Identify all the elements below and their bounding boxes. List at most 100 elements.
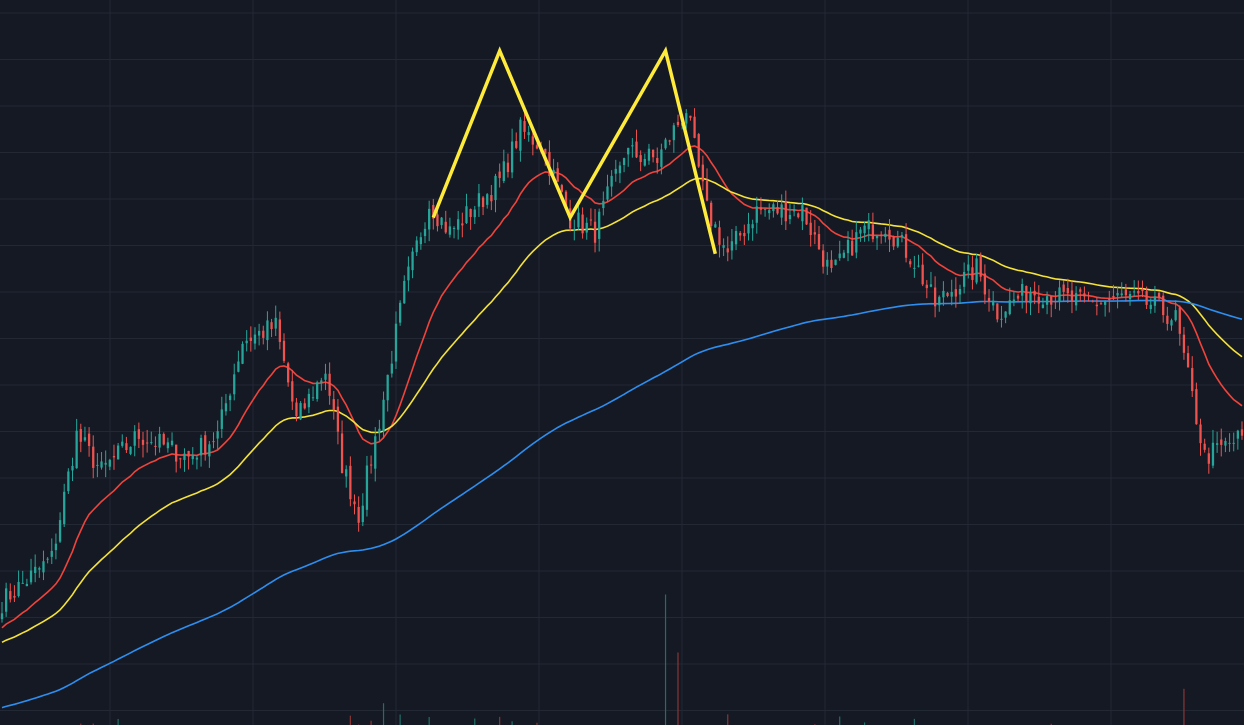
candle[interactable] [21, 570, 24, 584]
candle[interactable] [403, 275, 406, 304]
candle[interactable] [287, 361, 290, 387]
candle[interactable] [1195, 382, 1198, 425]
candle[interactable] [1083, 286, 1086, 303]
candle[interactable] [992, 291, 995, 311]
candle[interactable] [54, 533, 58, 560]
candle[interactable] [38, 566, 41, 578]
candle[interactable] [320, 377, 323, 391]
candle[interactable] [593, 208, 597, 253]
candle[interactable] [560, 183, 564, 193]
candle[interactable] [846, 231, 850, 262]
candle[interactable] [751, 219, 754, 241]
candle[interactable] [660, 143, 663, 175]
candle[interactable] [465, 193, 468, 225]
candle[interactable] [1162, 292, 1165, 323]
candle[interactable] [369, 455, 373, 474]
candle[interactable] [282, 333, 286, 363]
candle[interactable] [162, 432, 165, 446]
candle[interactable] [1166, 306, 1169, 331]
candle[interactable] [87, 427, 91, 457]
candle[interactable] [1099, 300, 1103, 305]
candle[interactable] [817, 225, 821, 251]
candle[interactable] [262, 325, 265, 345]
candle[interactable] [768, 203, 771, 220]
candle[interactable] [1228, 433, 1231, 452]
candle[interactable] [888, 219, 891, 253]
candle[interactable] [1220, 428, 1223, 457]
candle[interactable] [187, 450, 190, 470]
candle[interactable] [266, 311, 269, 351]
candle[interactable] [58, 512, 62, 543]
candle[interactable] [444, 210, 447, 234]
candle[interactable] [1186, 345, 1190, 368]
candle[interactable] [270, 318, 273, 338]
candle[interactable] [1137, 280, 1140, 300]
candle[interactable] [892, 235, 895, 250]
candle[interactable] [647, 143, 651, 165]
candle[interactable] [859, 226, 862, 242]
candle[interactable] [237, 350, 240, 373]
candle[interactable] [150, 431, 153, 445]
candle[interactable] [332, 390, 335, 420]
candle[interactable] [83, 426, 87, 442]
candle[interactable] [933, 276, 937, 318]
candle[interactable] [714, 221, 717, 228]
candle[interactable] [705, 168, 709, 202]
candle[interactable] [1091, 299, 1094, 303]
candle[interactable] [1157, 291, 1161, 302]
candle[interactable] [249, 326, 252, 352]
candle[interactable] [1240, 421, 1244, 440]
candle[interactable] [175, 444, 178, 473]
candle[interactable] [983, 264, 987, 305]
candle[interactable] [668, 139, 671, 146]
candle[interactable] [295, 397, 298, 422]
candle[interactable] [975, 253, 978, 285]
candle[interactable] [170, 432, 174, 447]
candle[interactable] [382, 391, 385, 439]
candle[interactable] [1145, 286, 1148, 310]
candle[interactable] [739, 230, 742, 241]
candle[interactable] [581, 207, 584, 239]
candle[interactable] [1124, 283, 1128, 302]
candle[interactable] [108, 458, 111, 471]
candle[interactable] [502, 149, 505, 184]
candle[interactable] [477, 184, 481, 217]
candle[interactable] [929, 271, 933, 288]
candle[interactable] [726, 236, 729, 262]
candle[interactable] [685, 109, 688, 129]
candle[interactable] [199, 434, 203, 467]
candle[interactable] [452, 226, 456, 239]
candle[interactable] [896, 230, 899, 249]
candle[interactable] [788, 204, 792, 225]
candle[interactable] [220, 396, 223, 438]
candle[interactable] [129, 446, 132, 456]
candle[interactable] [1149, 298, 1152, 314]
candle[interactable] [179, 457, 182, 469]
candle[interactable] [461, 212, 464, 238]
candle[interactable] [1120, 282, 1123, 298]
candle[interactable] [1133, 280, 1136, 297]
candle[interactable] [1050, 296, 1053, 318]
candle[interactable] [42, 550, 45, 581]
candle[interactable] [867, 212, 870, 242]
candle[interactable] [759, 197, 763, 215]
candle[interactable] [1095, 297, 1098, 316]
candle[interactable] [1104, 300, 1107, 317]
candle[interactable] [191, 447, 194, 465]
candle[interactable] [821, 244, 825, 274]
candle[interactable] [627, 147, 630, 167]
candle[interactable] [1199, 418, 1202, 456]
candle[interactable] [1191, 356, 1194, 397]
candle[interactable] [394, 311, 398, 369]
candle[interactable] [938, 295, 941, 312]
candle[interactable] [469, 208, 472, 230]
candle[interactable] [1000, 305, 1003, 328]
candle[interactable] [855, 220, 858, 259]
candle[interactable] [606, 174, 609, 202]
candle[interactable] [316, 380, 319, 402]
candle[interactable] [0, 601, 4, 623]
candle[interactable] [1128, 290, 1132, 306]
candle[interactable] [1112, 284, 1115, 300]
candle[interactable] [303, 398, 306, 410]
